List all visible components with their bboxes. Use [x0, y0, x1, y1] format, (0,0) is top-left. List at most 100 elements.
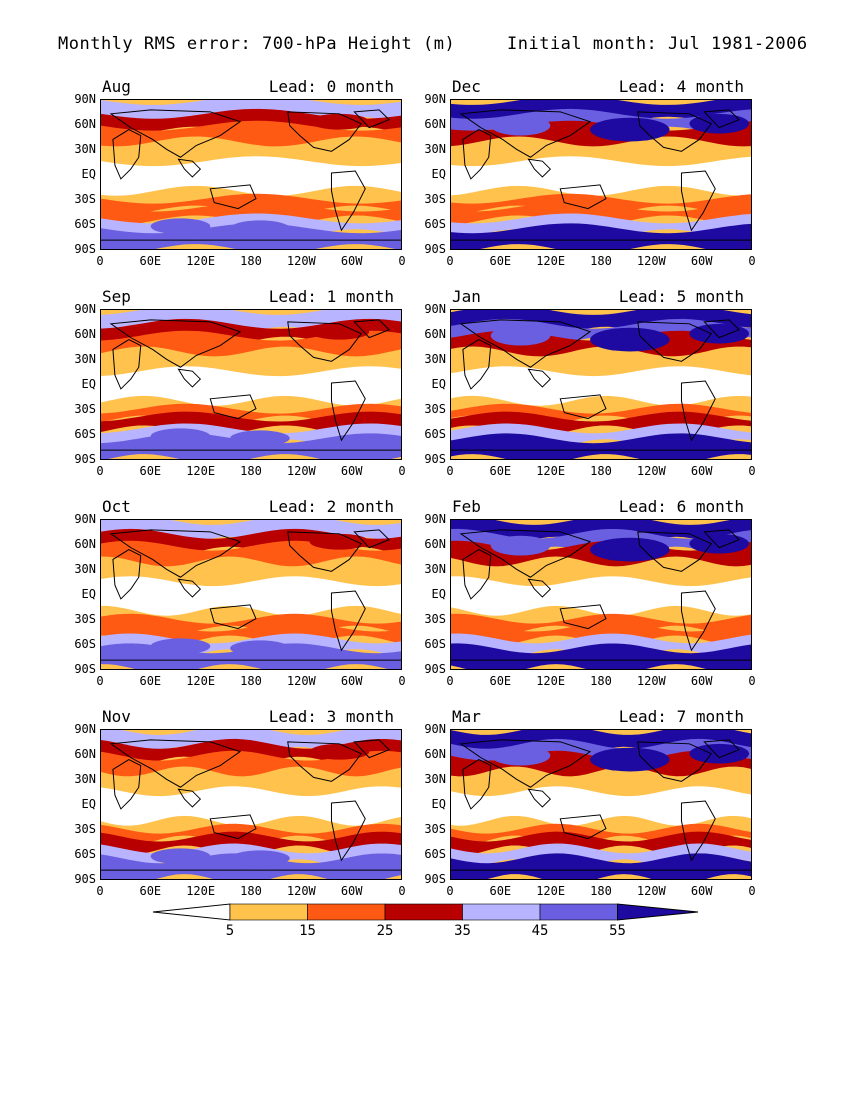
map-panel — [100, 99, 402, 250]
longitude-tick-label: 0 — [446, 254, 454, 268]
latitude-tick-label: 60N — [424, 537, 446, 551]
colorbar-segment — [229, 903, 308, 921]
colorbar-arrow-low — [152, 903, 231, 921]
longitude-tick-label: 0 — [748, 674, 756, 688]
latitude-tick-label: 30S — [424, 822, 446, 836]
longitude-tick-label: 60W — [690, 254, 713, 268]
panel-lead-label: Lead: 0 month — [268, 77, 394, 96]
latitude-tick-label: 60N — [74, 117, 96, 131]
colorbar-tick-label: 55 — [609, 923, 626, 939]
panel-month-label: Oct — [102, 497, 131, 516]
longitude-tick-label: 120W — [286, 674, 316, 688]
latitude-tick-label: 30N — [424, 772, 446, 786]
latitude-tick-label: 90S — [424, 452, 446, 466]
longitude-tick-label: 60E — [489, 254, 512, 268]
latitude-tick-label: 90S — [424, 242, 446, 256]
longitude-tick-label: 60W — [690, 464, 713, 478]
colorbar-tick-label: 15 — [299, 923, 316, 939]
colorbar-tick-label: 35 — [454, 923, 471, 939]
latitude-tick-label: 90N — [424, 512, 446, 526]
latitude-tick-label: EQ — [81, 587, 96, 601]
longitude-tick-label: 180 — [240, 674, 262, 688]
latitude-tick-label: 30S — [424, 612, 446, 626]
panel-lead-label: Lead: 5 month — [618, 287, 744, 306]
longitude-tick-label: 120W — [636, 464, 666, 478]
latitude-tick-label: 30S — [424, 402, 446, 416]
latitude-tick-label: 90S — [74, 662, 96, 676]
map-panel — [450, 729, 752, 880]
panel-month-label: Feb — [452, 497, 481, 516]
longitude-tick-label: 0 — [446, 884, 454, 898]
longitude-tick-label: 120W — [286, 884, 316, 898]
longitude-tick-label: 120E — [536, 674, 566, 688]
panel-month-label: Mar — [452, 707, 481, 726]
longitude-tick-label: 120E — [536, 464, 566, 478]
latitude-tick-label: 90N — [74, 512, 96, 526]
longitude-tick-label: 180 — [590, 884, 612, 898]
colorbar-segment — [462, 903, 541, 921]
latitude-tick-label: 90S — [74, 242, 96, 256]
longitude-tick-label: 60W — [340, 464, 363, 478]
latitude-tick-label: 60N — [74, 747, 96, 761]
longitude-tick-label: 0 — [96, 884, 104, 898]
longitude-tick-label: 0 — [398, 884, 406, 898]
longitude-tick-label: 120W — [636, 884, 666, 898]
panel-lead-label: Lead: 3 month — [268, 707, 394, 726]
latitude-tick-label: EQ — [431, 797, 446, 811]
longitude-tick-label: 0 — [398, 674, 406, 688]
colorbar-segment — [307, 903, 386, 921]
latitude-tick-label: EQ — [81, 167, 96, 181]
latitude-tick-label: 90S — [424, 662, 446, 676]
latitude-tick-label: 30N — [74, 352, 96, 366]
longitude-tick-label: 60W — [340, 674, 363, 688]
longitude-tick-label: 120E — [186, 254, 216, 268]
latitude-tick-label: 60S — [74, 427, 96, 441]
latitude-tick-label: 30S — [74, 612, 96, 626]
latitude-tick-label: 60S — [424, 637, 446, 651]
latitude-tick-label: 30N — [74, 562, 96, 576]
latitude-tick-label: 90N — [424, 722, 446, 736]
longitude-tick-label: 0 — [748, 254, 756, 268]
panel-month-label: Jan — [452, 287, 481, 306]
latitude-tick-label: 90S — [74, 452, 96, 466]
longitude-tick-label: 120E — [186, 464, 216, 478]
longitude-tick-label: 60E — [489, 674, 512, 688]
latitude-tick-label: 60S — [424, 427, 446, 441]
longitude-tick-label: 120E — [536, 254, 566, 268]
longitude-tick-label: 60E — [139, 674, 162, 688]
latitude-tick-label: 90N — [74, 302, 96, 316]
colorbar — [152, 903, 699, 921]
longitude-tick-label: 0 — [748, 884, 756, 898]
panel-lead-label: Lead: 7 month — [618, 707, 744, 726]
latitude-tick-label: 30N — [424, 562, 446, 576]
map-panel — [100, 729, 402, 880]
longitude-tick-label: 0 — [748, 464, 756, 478]
latitude-tick-label: EQ — [431, 377, 446, 391]
latitude-tick-label: 30N — [74, 142, 96, 156]
panel-month-label: Dec — [452, 77, 481, 96]
latitude-tick-label: 30N — [424, 142, 446, 156]
longitude-tick-label: 180 — [240, 464, 262, 478]
longitude-tick-label: 60E — [139, 464, 162, 478]
latitude-tick-label: 30S — [424, 192, 446, 206]
longitude-tick-label: 180 — [590, 464, 612, 478]
latitude-tick-label: EQ — [81, 377, 96, 391]
latitude-tick-label: EQ — [431, 167, 446, 181]
latitude-tick-label: 90S — [74, 872, 96, 886]
longitude-tick-label: 120W — [636, 674, 666, 688]
latitude-tick-label: 30N — [74, 772, 96, 786]
latitude-tick-label: 60N — [74, 327, 96, 341]
colorbar-tick-label: 5 — [225, 923, 235, 939]
longitude-tick-label: 120W — [636, 254, 666, 268]
longitude-tick-label: 120E — [536, 884, 566, 898]
longitude-tick-label: 120W — [286, 254, 316, 268]
colorbar-segment — [539, 903, 618, 921]
longitude-tick-label: 60W — [690, 674, 713, 688]
latitude-tick-label: 90N — [424, 302, 446, 316]
longitude-tick-label: 0 — [96, 464, 104, 478]
latitude-tick-label: 60S — [74, 847, 96, 861]
panel-lead-label: Lead: 1 month — [268, 287, 394, 306]
panel-lead-label: Lead: 6 month — [618, 497, 744, 516]
panel-month-label: Nov — [102, 707, 131, 726]
colorbar-tick-label: 25 — [376, 923, 394, 939]
